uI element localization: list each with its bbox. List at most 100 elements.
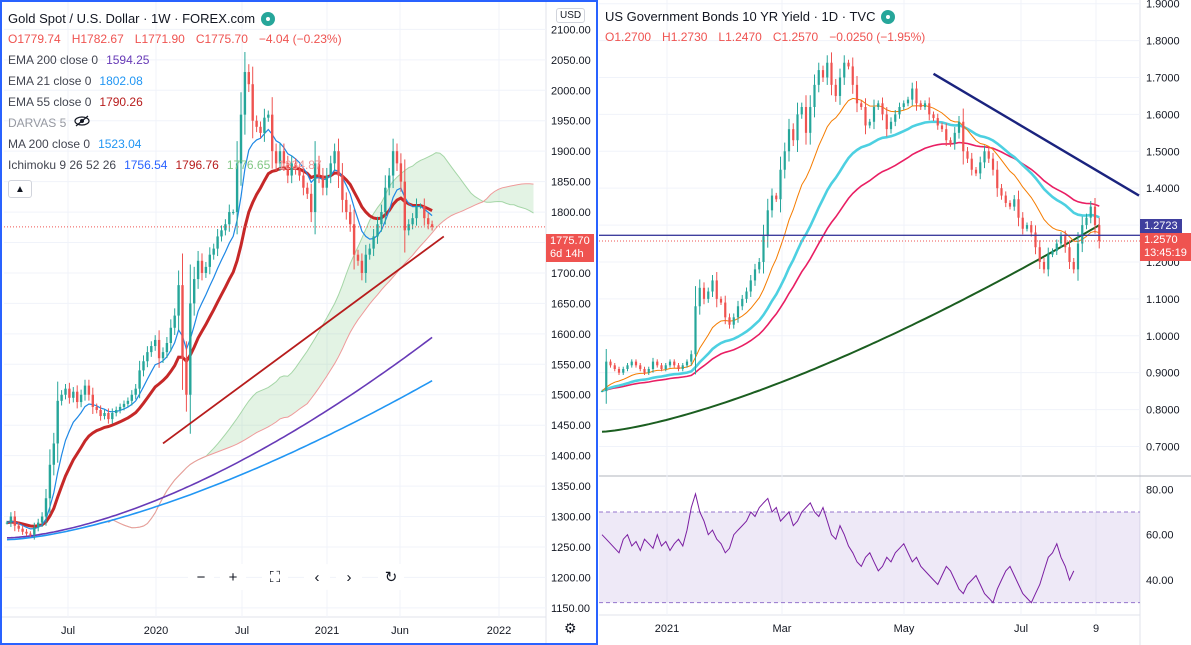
gold-candle: [263, 117, 266, 133]
bond-candle: [630, 361, 633, 366]
gold-candle: [150, 346, 153, 353]
zoom-out-button[interactable]: −: [188, 564, 214, 590]
plus-icon: +: [228, 568, 238, 586]
eye-hidden-icon[interactable]: [74, 113, 90, 134]
bond-candle: [609, 361, 612, 366]
y-tick-label: 1.6000: [1146, 109, 1180, 121]
gold-candle: [224, 224, 227, 231]
collapse-legend-button[interactable]: ▲: [8, 180, 32, 198]
bond-candle: [1017, 199, 1020, 218]
bond-candle: [838, 77, 842, 96]
chevron-up-icon: ▲: [15, 183, 25, 195]
bond-chart-pane[interactable]: 0.70000.80000.90001.00001.10001.20001.30…: [599, 0, 1191, 645]
gold-candle: [154, 339, 157, 347]
gold-candle: [189, 303, 192, 395]
zoom-in-button[interactable]: +: [220, 564, 246, 590]
x-tick-label: 2022: [487, 625, 511, 637]
gold-ohlc: O1779.74 H1782.67 L1771.90 C1775.70 −4.0…: [8, 29, 345, 50]
indicator-ema21[interactable]: EMA 21 close 0 1802.08: [8, 71, 345, 92]
ema21-line: [6, 128, 433, 530]
y-tick-label: 1300.00: [551, 512, 591, 524]
bond-candle: [664, 365, 667, 369]
bond-chart-title: US Government Bonds 10 YR Yield · 1D · T…: [605, 9, 876, 24]
x-tick-label: 2021: [655, 623, 679, 635]
gold-candle: [5, 522, 9, 524]
scroll-left-button[interactable]: ‹: [304, 564, 330, 590]
bond-candle: [626, 365, 629, 369]
gold-candle: [313, 163, 317, 213]
settings-gear-icon[interactable]: ⚙: [564, 620, 577, 636]
gold-candle: [349, 212, 352, 225]
gold-candle: [161, 352, 165, 359]
indicator-ichimoku[interactable]: Ichimoku 9 26 52 26 1756.54 1796.76 1776…: [8, 155, 345, 176]
indicator-darvas[interactable]: DARVAS 5: [8, 113, 345, 134]
ma-green-line: [601, 224, 1100, 433]
bond-candle: [758, 261, 761, 270]
gold-candle: [99, 409, 102, 417]
bond-candle: [966, 151, 969, 159]
y-tick-label: 2050.00: [551, 55, 591, 67]
bond-candle: [860, 103, 863, 108]
bond-chart-canvas[interactable]: 0.70000.80000.90001.00001.10001.20001.30…: [599, 0, 1191, 645]
bond-hline-tag: 1.2723: [1140, 219, 1182, 234]
gold-candle: [403, 181, 406, 231]
gold-candle: [321, 175, 325, 188]
bond-candle: [915, 88, 918, 104]
minus-icon: −: [196, 568, 206, 586]
indicator-value: 1790.26: [99, 95, 143, 109]
gold-candle: [298, 169, 301, 176]
currency-button[interactable]: USD: [556, 8, 586, 23]
gold-candle: [310, 193, 313, 213]
gold-candle: [111, 413, 114, 420]
bond-legend: US Government Bonds 10 YR Yield · 1D · T…: [605, 6, 928, 48]
y-tick-label: 1800.00: [551, 207, 591, 219]
bond-candle: [1047, 254, 1050, 270]
indicator-value: 1834.87: [278, 158, 322, 172]
y-tick-label: 1.8000: [1146, 36, 1180, 48]
gold-candle: [384, 187, 387, 213]
gold-candle: [25, 531, 28, 534]
gold-candle: [235, 163, 239, 213]
y-tick-label: 0.9000: [1146, 368, 1180, 380]
y-tick-label: 1150.00: [551, 603, 590, 615]
indicator-ema200[interactable]: EMA 200 close 0 1594.25: [8, 50, 345, 71]
ichimoku-cloud: [108, 152, 534, 528]
bond-candle: [639, 365, 642, 369]
gold-candle: [103, 413, 106, 417]
reset-chart-button[interactable]: ↻: [378, 564, 404, 590]
fullscreen-icon: ⛶: [269, 568, 281, 586]
market-status-icon: [881, 9, 896, 24]
indicator-ma200[interactable]: MA 200 close 0 1523.04: [8, 134, 345, 155]
bond-candle: [834, 84, 837, 96]
y-tick-label: 1850.00: [551, 177, 591, 189]
gold-candle: [29, 533, 32, 535]
bond-candle: [660, 365, 663, 369]
gold-chart-pane[interactable]: 1150.00 1200.00 1250.00 1300.00 1350.00 1400.…: [0, 0, 598, 645]
y-tick-label: 1900.00: [551, 146, 591, 158]
gold-candle: [212, 248, 215, 255]
gold-candle: [146, 352, 149, 362]
bond-candle: [634, 361, 638, 366]
ma200-line: [6, 380, 433, 541]
x-tick-label: 2021: [315, 625, 339, 637]
bond-candle: [749, 280, 752, 292]
gold-candle: [267, 114, 270, 118]
gold-candle: [196, 260, 200, 280]
gold-candle: [208, 254, 211, 267]
gold-candle: [247, 72, 250, 85]
gold-candle: [44, 498, 48, 517]
gold-candle: [33, 527, 36, 535]
gold-candle: [243, 72, 247, 115]
ma-cyan-line: [601, 120, 1100, 393]
gold-candle: [126, 400, 130, 404]
y-tick-label: 1500.00: [551, 390, 591, 402]
indicator-ema55[interactable]: EMA 55 close 0 1790.26: [8, 92, 345, 113]
bond-candle: [1008, 202, 1012, 207]
gold-candle: [157, 339, 161, 359]
gold-candle: [142, 361, 145, 371]
bond-title-row: US Government Bonds 10 YR Yield · 1D · T…: [605, 6, 928, 27]
fullscreen-button[interactable]: ⛶: [262, 564, 288, 590]
gold-candle: [130, 394, 133, 401]
bond-candle: [656, 361, 659, 366]
scroll-right-button[interactable]: ›: [336, 564, 362, 590]
